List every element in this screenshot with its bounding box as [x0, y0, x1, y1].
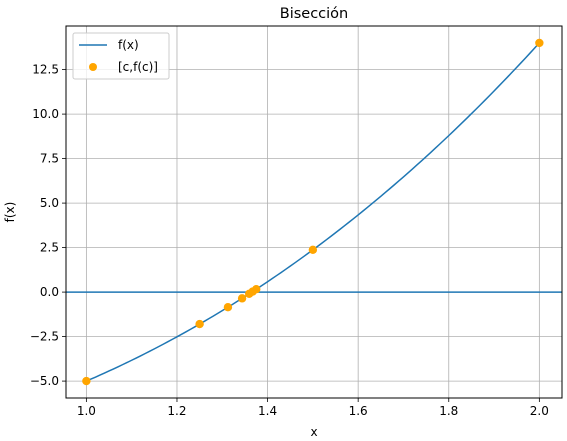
y-tick-label: 0.0: [40, 285, 59, 299]
bisection-point: [82, 376, 91, 386]
y-tick-label: −5.0: [30, 374, 59, 388]
x-tick-label: 1.8: [439, 404, 458, 418]
y-axis-label: f(x): [3, 202, 17, 223]
legend-label-points: [c,f(c)]: [118, 60, 158, 74]
plot-area: [66, 38, 562, 386]
legend: f(x) [c,f(c)]: [72, 32, 170, 80]
x-axis-label: x: [310, 425, 317, 439]
x-tick-label: 1.4: [258, 404, 277, 418]
x-tick-label: 2.0: [530, 404, 549, 418]
bisection-point: [248, 287, 257, 296]
y-tick-label: 2.5: [40, 241, 59, 255]
y-tick-label: 5.0: [40, 196, 59, 210]
y-tick-label: 10.0: [32, 107, 59, 121]
bisection-point: [535, 38, 544, 48]
y-tick-label: 7.5: [40, 152, 59, 166]
x-tick-label: 1.6: [349, 404, 368, 418]
x-tick-label: 1.0: [77, 404, 96, 418]
bisection-point: [223, 302, 233, 312]
axes-frame: [65, 25, 563, 399]
y-tick-label: 12.5: [32, 63, 59, 77]
legend-label-fx: f(x): [118, 38, 139, 52]
y-tick-label: −2.5: [30, 330, 59, 344]
x-tick-label: 1.2: [167, 404, 186, 418]
bisection-point: [237, 294, 247, 303]
bisection-point: [195, 319, 204, 329]
ticks: 1.0 1.2 1.4 1.6 1.8 2.0 −5.0 −2.5 0.0 2.5 5.0 7.5 10…: [30, 63, 549, 418]
chart-title: Bisección: [280, 6, 349, 22]
bisection-point: [308, 245, 318, 255]
legend-swatch-dot: [89, 63, 97, 71]
